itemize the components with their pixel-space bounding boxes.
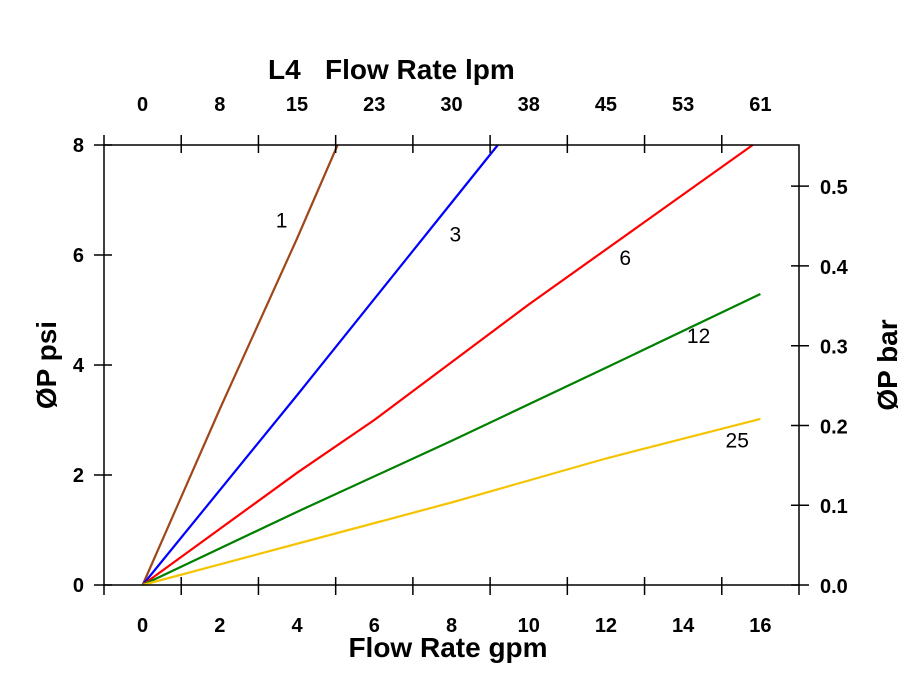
x-tick-label: 2 xyxy=(214,615,225,637)
x2-tick-label: 8 xyxy=(214,94,225,116)
x-tick-label: 12 xyxy=(595,615,617,637)
x-tick-label: 0 xyxy=(137,615,148,637)
y-axis-title: ØP psi xyxy=(31,321,62,409)
y2-tick-label: 0.1 xyxy=(820,496,848,518)
series-lines: 1 3 6 12 25 xyxy=(141,144,761,587)
x-tick-label: 8 xyxy=(446,615,457,637)
y-tick-label: 2 xyxy=(73,465,84,487)
x-tick-label: 6 xyxy=(369,615,380,637)
series-line-12 xyxy=(142,293,761,586)
tick-marks xyxy=(94,135,809,595)
y-tick-label: 8 xyxy=(73,135,84,157)
y2-tick-label: 0.4 xyxy=(820,257,849,279)
x2-tick-label: 15 xyxy=(286,94,308,116)
chart-title: L4 xyxy=(268,54,301,85)
tick-labels: 00284156238301038124514531661024680.00.1… xyxy=(73,94,849,637)
y2-tick-label: 0.0 xyxy=(820,576,848,598)
x-tick-label: 10 xyxy=(518,615,540,637)
x2-tick-label: 0 xyxy=(137,94,148,116)
series-label-6: 6 xyxy=(619,247,631,270)
series-line-3 xyxy=(141,144,499,586)
x2-tick-label: 45 xyxy=(595,94,617,116)
x2-tick-label: 38 xyxy=(518,94,540,116)
y2-tick-label: 0.2 xyxy=(820,416,848,438)
y2-axis-title: ØP bar xyxy=(872,319,903,410)
x2-tick-label: 61 xyxy=(749,94,771,116)
plot-frame xyxy=(103,144,800,586)
series-line-25 xyxy=(142,417,761,587)
series-label-25: 25 xyxy=(726,430,749,453)
y-tick-label: 4 xyxy=(73,355,85,377)
x2-tick-label: 30 xyxy=(440,94,462,116)
x2-tick-label: 23 xyxy=(363,94,385,116)
y-tick-label: 0 xyxy=(73,575,84,597)
x2-tick-label: 53 xyxy=(672,94,694,116)
y2-tick-label: 0.5 xyxy=(820,177,848,199)
x-tick-label: 14 xyxy=(672,615,695,637)
series-label-3: 3 xyxy=(450,223,462,246)
x-tick-label: 4 xyxy=(291,615,303,637)
x-tick-label: 16 xyxy=(749,615,771,637)
y-tick-label: 6 xyxy=(73,245,84,267)
series-line-6 xyxy=(141,144,754,586)
series-label-1: 1 xyxy=(276,210,288,233)
series-label-12: 12 xyxy=(687,325,710,348)
top-axis-title: Flow Rate lpm xyxy=(325,54,515,85)
x-axis-title: Flow Rate gpm xyxy=(348,632,547,663)
series-line-1 xyxy=(141,144,339,586)
y2-tick-label: 0.3 xyxy=(820,337,848,359)
